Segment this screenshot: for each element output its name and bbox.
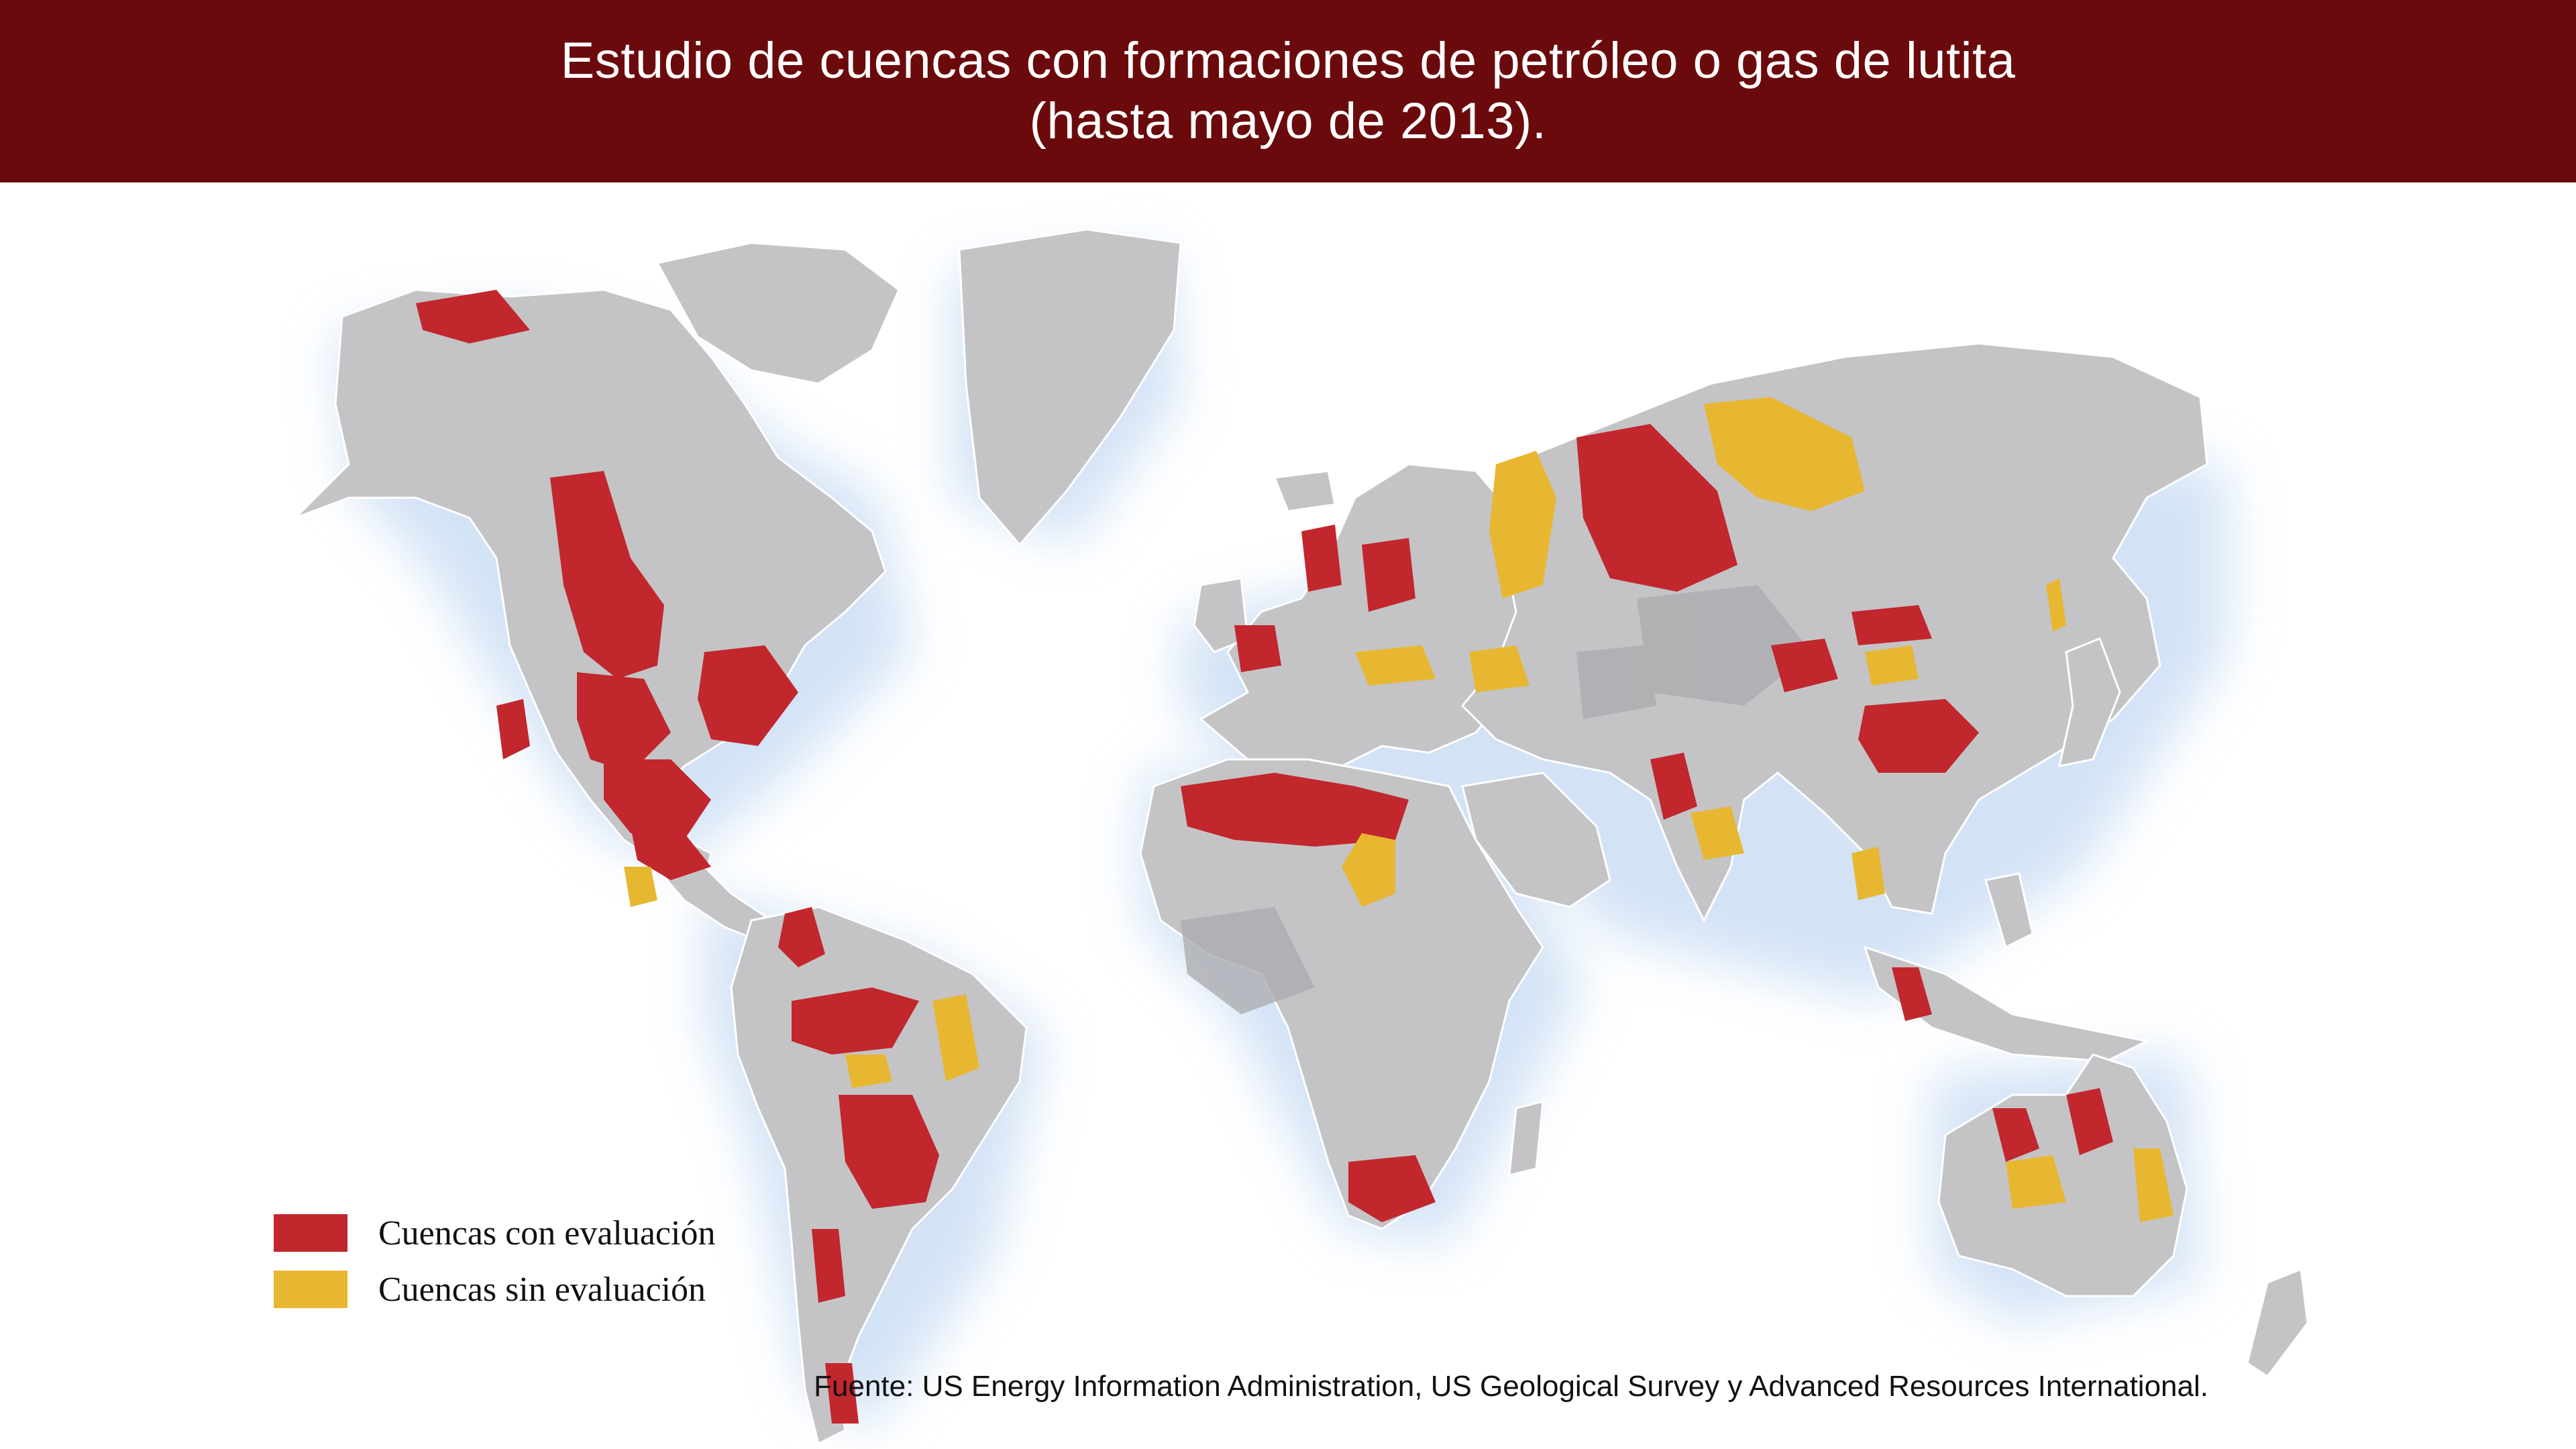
land-madagascar bbox=[1508, 1100, 1544, 1177]
basin-mongolia bbox=[1851, 605, 1932, 645]
source-note: Fuente: US Energy Information Administra… bbox=[814, 1370, 2208, 1403]
basin-south-africa bbox=[1348, 1155, 1436, 1222]
basin-colombia-venezuela bbox=[778, 907, 825, 967]
land-british-isles bbox=[1193, 577, 1249, 653]
basin-india bbox=[1690, 806, 1744, 860]
basin-alaska-north-slope bbox=[416, 290, 530, 343]
basin-east-brazil bbox=[932, 994, 979, 1081]
map-title: Estudio de cuencas con formaciones de pe… bbox=[560, 32, 2016, 89]
basin-caspian bbox=[1469, 645, 1529, 692]
land-japan bbox=[2058, 637, 2121, 767]
basin-indonesia bbox=[1892, 967, 1932, 1021]
land-arctic-islands bbox=[655, 241, 900, 385]
legend-swatch-unassessed bbox=[274, 1271, 347, 1308]
basin-appalachian bbox=[698, 645, 798, 746]
basin-china-central bbox=[1858, 699, 1979, 773]
basin-amazon bbox=[792, 987, 919, 1055]
basin-china-north bbox=[1865, 645, 1919, 686]
basin-western-europe bbox=[1234, 625, 1281, 672]
basin-balkans bbox=[1355, 645, 1436, 686]
land-philippines bbox=[1984, 872, 2034, 949]
basin-neuquen bbox=[812, 1229, 845, 1303]
basins-unassessed bbox=[624, 397, 2174, 1222]
map-subtitle: (hasta mayo de 2013). bbox=[1029, 93, 1547, 150]
basin-parana bbox=[839, 1095, 939, 1209]
country-shading bbox=[1181, 585, 1811, 1014]
basin-india-pakistan bbox=[1650, 753, 1697, 820]
basin-california bbox=[496, 699, 530, 759]
basin-scandinavia bbox=[1301, 525, 1342, 592]
land-new-zealand bbox=[2246, 1267, 2309, 1379]
world-map bbox=[294, 228, 2309, 1446]
basin-australia-central bbox=[2006, 1155, 2066, 1209]
basin-mexico bbox=[624, 867, 657, 907]
basin-thailand bbox=[1851, 847, 1885, 900]
land-greenland bbox=[958, 228, 1182, 547]
basin-east-siberia bbox=[1704, 397, 1865, 511]
land-arabia bbox=[1461, 771, 1611, 908]
basin-bolivia bbox=[845, 1055, 892, 1088]
map-legend: Cuencas con evaluación Cuencas sin evalu… bbox=[274, 1213, 824, 1334]
land-iceland bbox=[1273, 470, 1336, 513]
basin-us-midcontinent bbox=[604, 759, 711, 840]
basin-western-canada bbox=[550, 471, 664, 679]
legend-label-assessed: Cuencas con evaluación bbox=[378, 1214, 716, 1252]
legend-item-unassessed: Cuencas sin evaluación bbox=[274, 1269, 706, 1309]
basin-sahara bbox=[1342, 833, 1395, 907]
basin-poland bbox=[1362, 538, 1415, 612]
basin-australia-canning bbox=[1992, 1108, 2039, 1162]
basin-sakhalin bbox=[2046, 578, 2066, 632]
basin-china-sichuan bbox=[1771, 639, 1838, 692]
basin-austral bbox=[825, 1363, 859, 1424]
legend-item-assessed: Cuencas con evaluación bbox=[274, 1213, 715, 1253]
legend-label-unassessed: Cuencas sin evaluación bbox=[378, 1270, 706, 1309]
basins-assessed bbox=[416, 290, 2113, 1424]
title-banner: Estudio de cuencas con formaciones de pe… bbox=[0, 0, 2576, 182]
basin-us-rockies bbox=[577, 672, 671, 773]
basin-russia-volga bbox=[1489, 451, 1556, 598]
basin-australia-east bbox=[2133, 1148, 2174, 1222]
basin-west-siberia bbox=[1576, 424, 1737, 592]
basin-australia-cooper bbox=[2066, 1088, 2113, 1155]
basin-north-africa bbox=[1181, 773, 1409, 847]
legend-swatch-assessed bbox=[274, 1214, 347, 1252]
world-map-area bbox=[0, 182, 2576, 1449]
